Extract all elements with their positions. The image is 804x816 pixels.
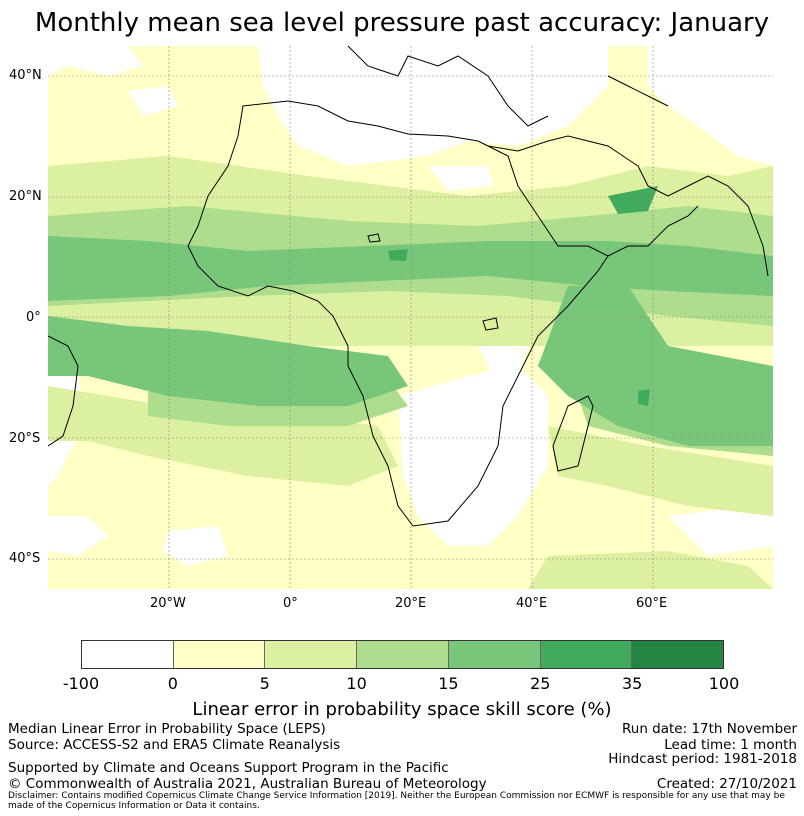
colorbar-tick: 10	[346, 674, 367, 693]
colorbar	[81, 640, 724, 669]
colorbar-tick: -100	[62, 674, 100, 693]
lat-label-40s: 40°S	[9, 551, 41, 566]
support-note: Supported by Climate and Oceans Support …	[8, 760, 449, 776]
coastlines	[48, 46, 769, 527]
lon-label-40e: 40°E	[516, 596, 548, 611]
lead-time: Lead time: 1 month	[664, 737, 797, 753]
lon-label-20w: 20°W	[150, 596, 186, 611]
map-gridlines	[48, 46, 773, 589]
colorbar-tick: 35	[621, 674, 643, 693]
colorbar-tick: 25	[530, 674, 551, 693]
colorbar-tick: 100	[708, 674, 740, 693]
colorbar-tick: 0	[167, 674, 178, 693]
colorbar-tick: 15	[438, 674, 459, 693]
map-canvas	[48, 46, 773, 589]
leps-description: Median Linear Error in Probability Space…	[8, 721, 326, 737]
run-date: Run date: 17th November	[621, 721, 797, 737]
lat-label-20s: 20°S	[9, 431, 41, 446]
skill-regions-mid-green	[48, 236, 773, 446]
skill-regions-green	[388, 186, 658, 406]
lon-label-0: 0°	[283, 596, 298, 611]
lon-label-60e: 60°E	[636, 596, 668, 611]
colorbar-segment	[448, 641, 541, 668]
chart-title: Monthly mean sea level pressure past acc…	[34, 8, 770, 38]
lat-label-40n: 40°N	[9, 68, 42, 83]
lon-label-20e: 20°E	[395, 596, 427, 611]
colorbar-tick: 5	[259, 674, 270, 693]
colorbar-segment	[540, 641, 633, 668]
disclaimer: Disclaimer: Contains modified Copernicus…	[8, 791, 785, 811]
created-date: Created: 27/10/2021	[656, 776, 797, 792]
colorbar-segment	[173, 641, 266, 668]
colorbar-segment	[357, 641, 449, 668]
copyright: © Commonwealth of Australia 2021, Austra…	[8, 776, 487, 792]
colorbar-segment	[82, 641, 174, 668]
lat-label-20n: 20°N	[9, 189, 42, 204]
lat-label-0: 0°	[26, 310, 41, 325]
colorbar-label: Linear error in probability space skill …	[192, 699, 612, 720]
colorbar-segment	[632, 641, 724, 668]
colorbar-segment	[265, 641, 358, 668]
data-source: Source: ACCESS-S2 and ERA5 Climate Reana…	[8, 737, 341, 753]
skill-map	[48, 46, 773, 589]
hindcast-period: Hindcast period: 1981-2018	[608, 751, 797, 767]
